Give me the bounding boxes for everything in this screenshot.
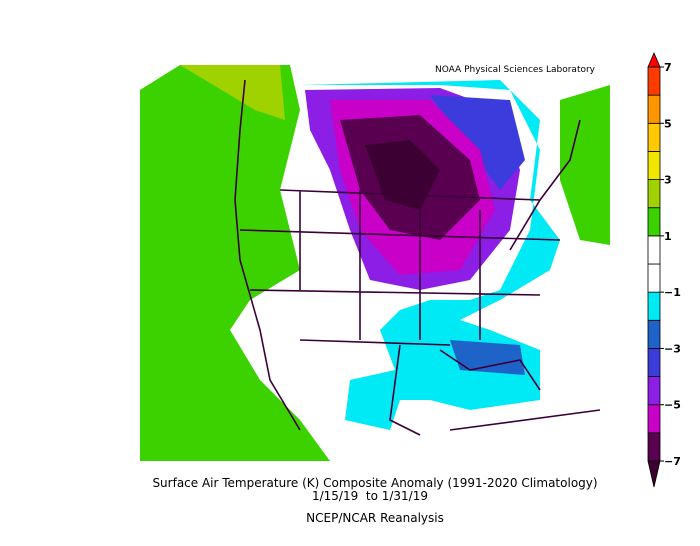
colorbar-tick-label: 7 (664, 61, 672, 74)
map-title: Surface Air Temperature (K) Composite An… (152, 476, 597, 490)
colorbar-bin (647, 432, 661, 462)
region-blue-north (430, 95, 525, 190)
region-green-east (560, 85, 610, 245)
colorbar-bin (647, 94, 661, 124)
colorbar: 7 5 3 1 −1 −3 −5 −7 (647, 51, 681, 488)
colorbar-bin (647, 291, 661, 321)
colorbar-bin (647, 319, 661, 349)
colorbar-bin (647, 404, 661, 434)
colorbar-bin (647, 207, 661, 237)
region-core (365, 140, 440, 210)
date-range: 1/15/19 to 1/31/19 (312, 489, 428, 503)
colorbar-tick-label: −5 (664, 399, 681, 412)
colorbar-tick-label: 1 (664, 230, 672, 243)
region-blue-gulf (450, 340, 525, 375)
colorbar-tick-label: −3 (664, 342, 681, 355)
region-yellowgreen (180, 65, 285, 120)
colorbar-tick-label: −1 (664, 286, 681, 299)
colorbar-tick-label: 3 (664, 174, 672, 187)
colorbar-bin (647, 179, 661, 209)
colorbar-bin (647, 122, 661, 152)
colorbar-tick-label: 5 (664, 117, 672, 130)
colorbar-bin (647, 348, 661, 377)
coastlines-borders (234, 79, 601, 436)
region-green-west (140, 65, 330, 461)
data-source: NCEP/NCAR Reanalysis (306, 511, 444, 525)
colorbar-over (647, 51, 661, 68)
colorbar-tick-label: −7 (664, 455, 681, 468)
map (140, 65, 610, 461)
colorbar-bin (647, 66, 661, 96)
colorbar-under (647, 460, 661, 488)
colorbar-bin (647, 376, 661, 406)
colorbar-bin (647, 151, 661, 180)
lab-credit: NOAA Physical Sciences Laboratory (435, 65, 596, 75)
region-cyan (300, 80, 560, 430)
colorbar-bin (647, 235, 661, 265)
colorbar-bin (647, 263, 661, 293)
